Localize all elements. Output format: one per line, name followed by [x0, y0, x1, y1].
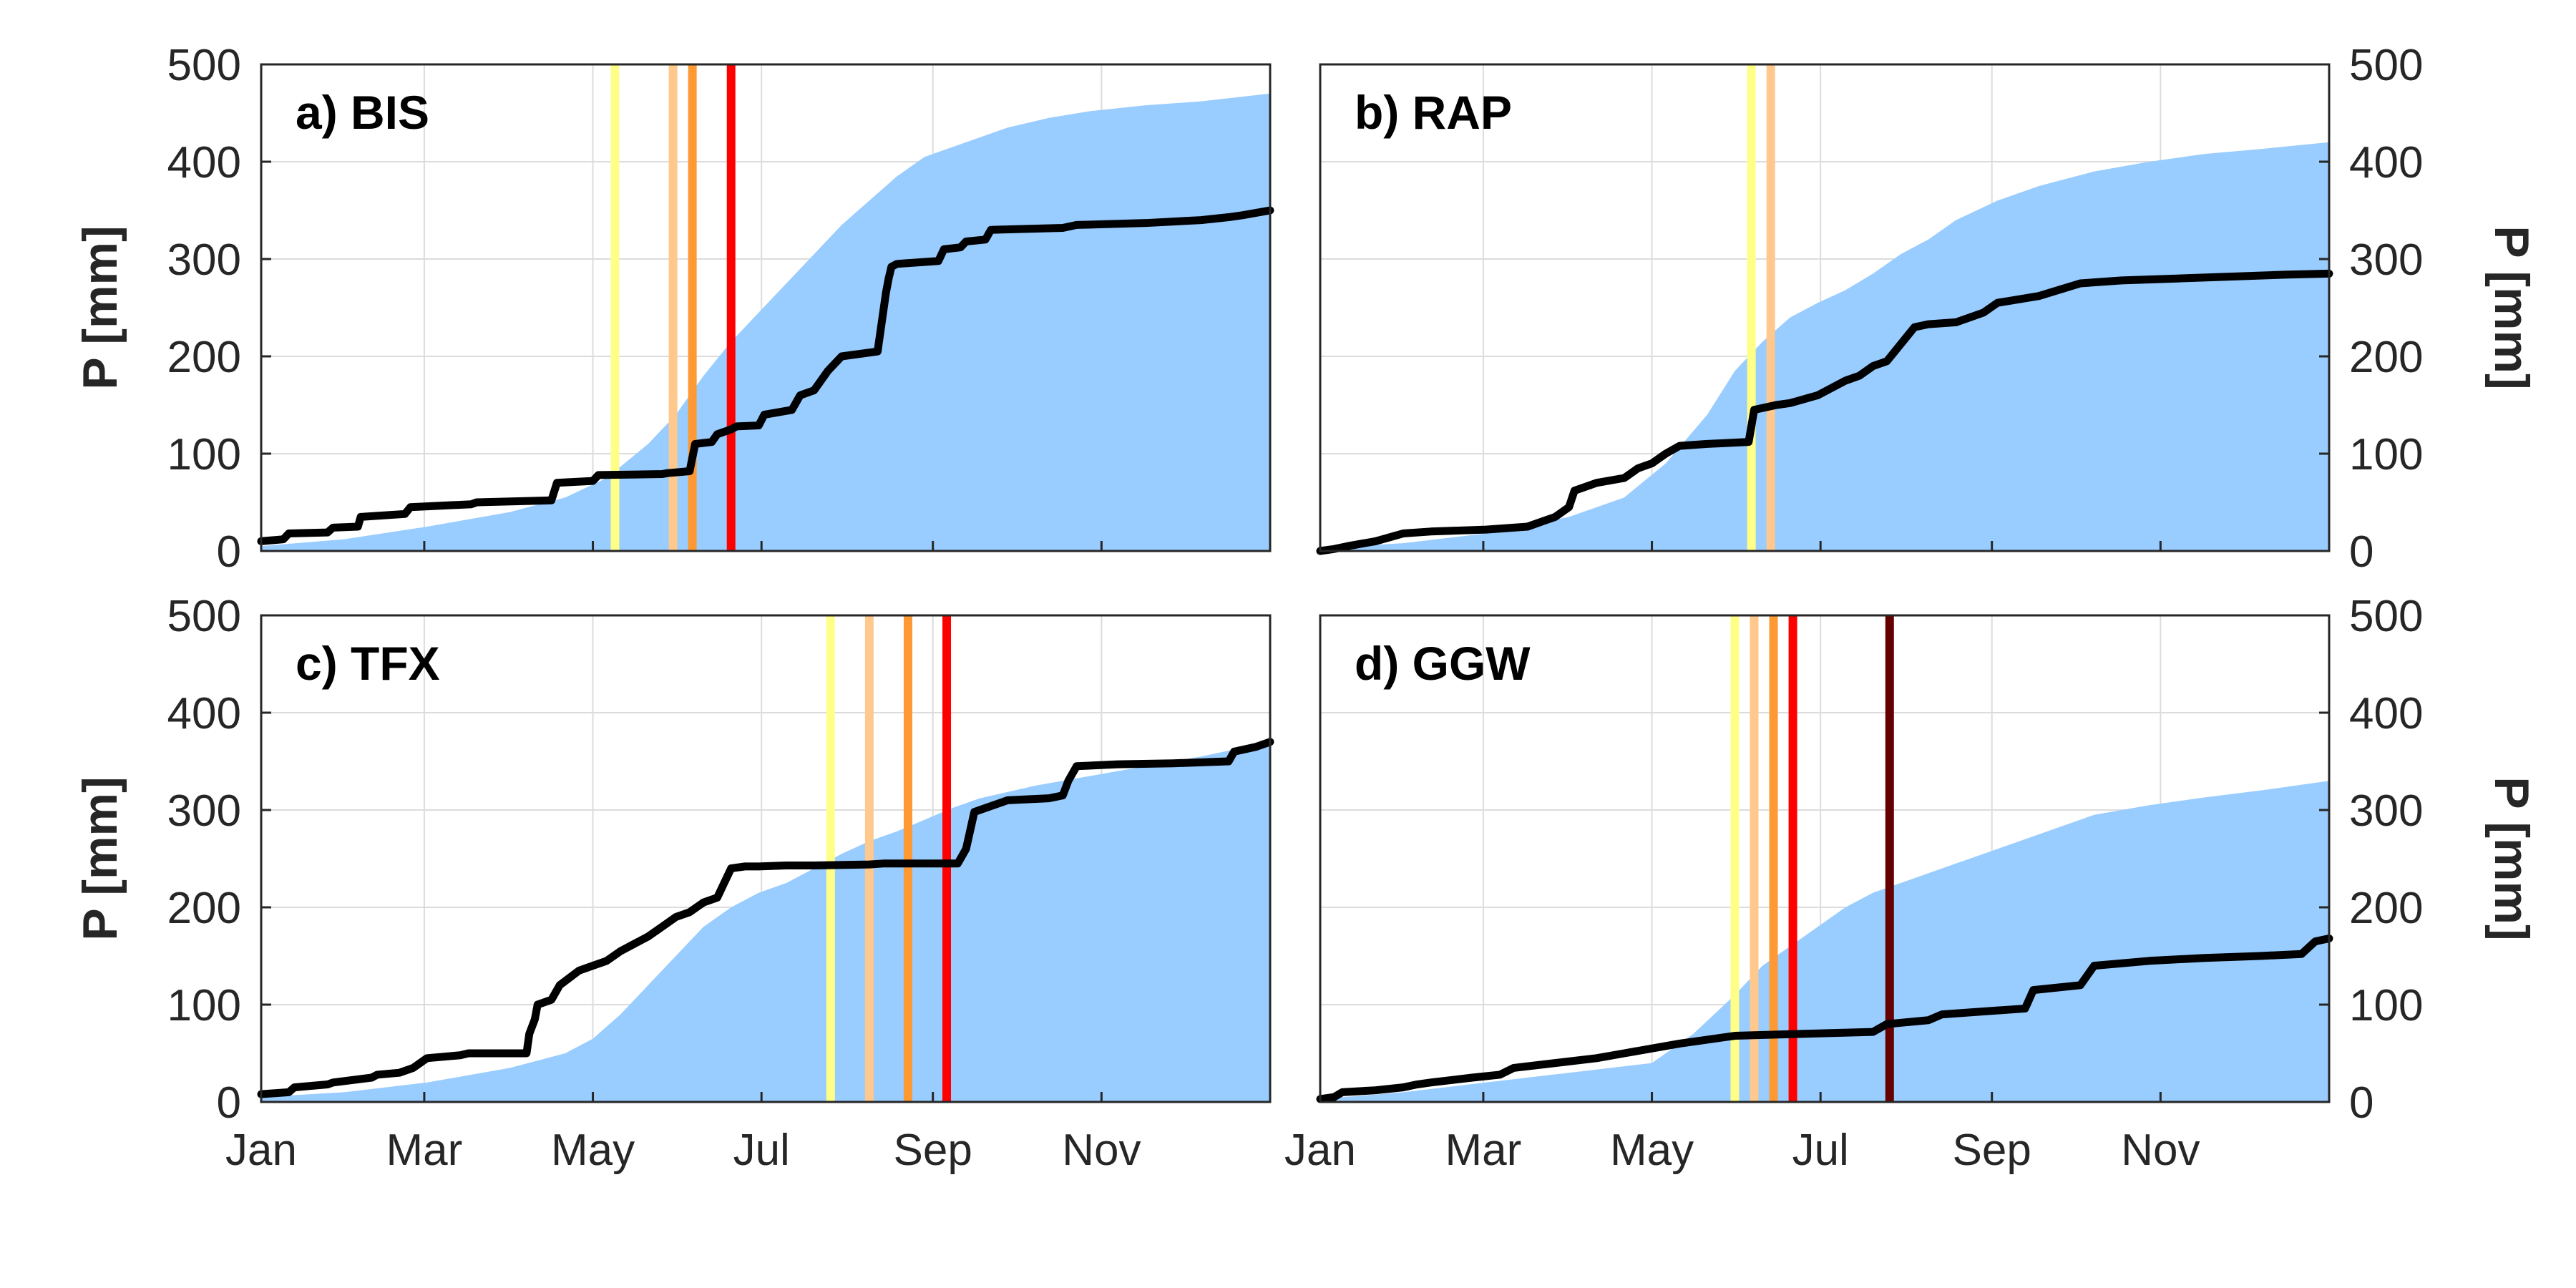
panel-title: c) TFX — [296, 637, 440, 690]
panel-title: d) GGW — [1355, 637, 1531, 690]
line-series — [257, 738, 1274, 1098]
plot-frame — [1319, 63, 2331, 552]
y-tick-label: 200 — [2349, 333, 2423, 382]
y-axis-title: P [mm] — [2484, 225, 2539, 389]
y-tick-label: 200 — [167, 333, 241, 382]
y-tick-label: 400 — [167, 689, 241, 738]
y-tick-label: 0 — [217, 1078, 241, 1128]
y-tick-label: 500 — [167, 592, 241, 641]
x-tick-label: Jan — [225, 1126, 297, 1175]
x-tick-label: Sep — [1953, 1126, 2031, 1175]
panel-2: 0 100 200 300 400 500 b) RAP P [mm] — [1316, 41, 2539, 577]
y-axis-title: P [mm] — [73, 776, 127, 940]
y-tick-label: 100 — [167, 430, 241, 479]
y-tick-label: 400 — [2349, 138, 2423, 187]
x-tick-label: Jan — [1284, 1126, 1356, 1175]
y-tick-label: 500 — [2349, 592, 2423, 641]
panel-4: 0 100 200 300 400 500 Jan Mar May Jul Sep Nov d) GGW… — [1284, 592, 2539, 1175]
area-series — [261, 741, 1270, 1102]
y-tick-label: 500 — [167, 41, 241, 90]
x-tick-label: Mar — [386, 1126, 463, 1175]
panel-1: 0 100 200 300 400 500 a) BIS P [mm] — [73, 41, 1274, 577]
plot-frame — [260, 614, 1272, 1103]
y-tick-label: 400 — [2349, 689, 2423, 738]
x-tick-label: Jul — [1792, 1126, 1849, 1175]
panel-title: b) RAP — [1355, 86, 1512, 139]
x-tick-label: Sep — [894, 1126, 972, 1175]
y-tick-label: 300 — [2349, 235, 2423, 285]
x-tick-label: May — [551, 1126, 635, 1175]
y-tick-label: 300 — [2349, 786, 2423, 836]
y-axis-title: P [mm] — [73, 225, 127, 389]
y-tick-label: 200 — [167, 884, 241, 933]
y-tick-label: 300 — [167, 786, 241, 836]
x-tick-label: Mar — [1445, 1126, 1522, 1175]
line-series — [257, 206, 1274, 545]
panel-title: a) BIS — [296, 86, 429, 139]
y-tick-label: 0 — [217, 527, 241, 577]
x-tick-label: Nov — [1062, 1126, 1141, 1175]
panel-3: 0 100 200 300 400 500 Jan Mar May Jul Sep Nov c) TFX… — [73, 592, 1274, 1175]
y-tick-label: 500 — [2349, 41, 2423, 90]
y-tick-label: 100 — [167, 981, 241, 1030]
x-tick-label: Nov — [2121, 1126, 2200, 1175]
plot-frame — [260, 63, 1272, 552]
y-tick-label: 200 — [2349, 884, 2423, 933]
x-tick-label: Jul — [733, 1126, 790, 1175]
line-series — [1316, 269, 2333, 555]
y-tick-label: 100 — [2349, 981, 2423, 1030]
line-series — [1316, 935, 2333, 1103]
x-tick-label: May — [1610, 1126, 1694, 1175]
y-tick-label: 0 — [2349, 1078, 2373, 1128]
plot-frame — [1319, 614, 2331, 1103]
area-series — [261, 93, 1270, 552]
y-axis-title: P [mm] — [2484, 776, 2539, 940]
y-tick-label: 400 — [167, 138, 241, 187]
area-series — [1320, 142, 2329, 552]
y-tick-label: 100 — [2349, 430, 2423, 479]
y-tick-label: 0 — [2349, 527, 2373, 577]
area-series — [1320, 781, 2329, 1102]
y-tick-label: 300 — [167, 235, 241, 285]
